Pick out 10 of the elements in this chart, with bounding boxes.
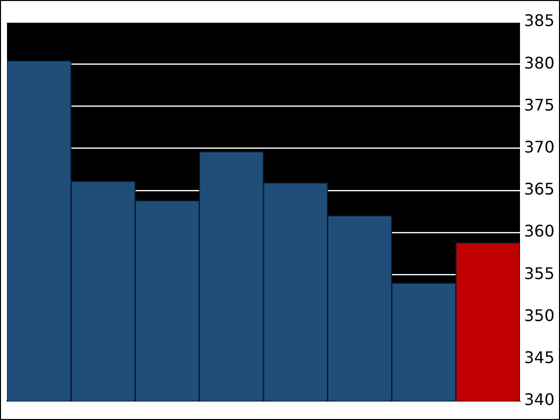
y-tick-label: 375 xyxy=(524,95,555,114)
y-tick-label: 355 xyxy=(524,264,555,283)
y-tick-label: 350 xyxy=(524,306,555,325)
y-tick-label: 345 xyxy=(524,348,555,368)
y-tick-label: 340 xyxy=(524,390,555,410)
y-tick-label: 370 xyxy=(524,137,555,156)
y-tick-label: 385 xyxy=(524,11,555,30)
y-tick-label: 360 xyxy=(524,222,555,241)
y-tick-label: 365 xyxy=(524,180,555,199)
y-tick-label: 380 xyxy=(524,53,555,72)
